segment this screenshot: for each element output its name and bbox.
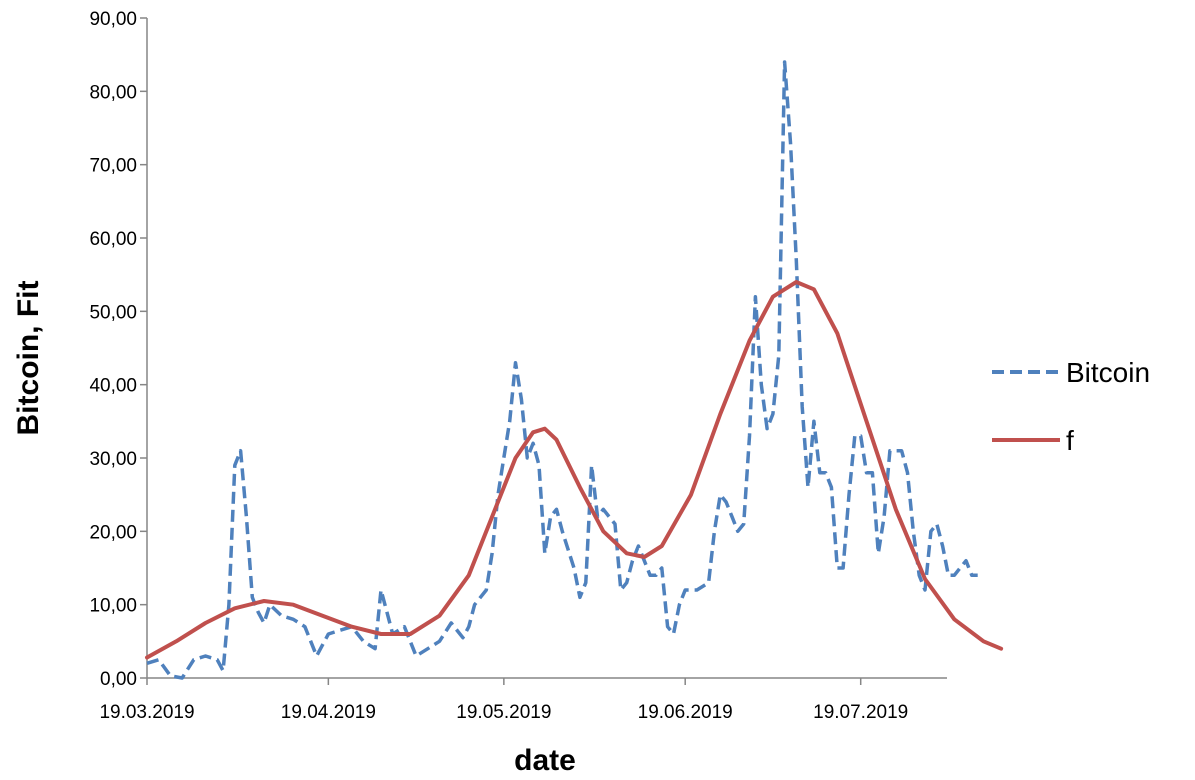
- x-tick-label: 19.05.2019: [456, 702, 551, 723]
- series-line-f: [145, 280, 1004, 660]
- x-axis-title: date: [514, 744, 576, 777]
- plot-area: 0,00 10,00 20,00 30,00 40,00 50,00 60,00 70,00 8…: [89, 9, 1004, 723]
- y-tick-label: 80,00: [89, 82, 137, 103]
- x-tick-label: 19.06.2019: [638, 702, 733, 723]
- series-layer: [145, 60, 1004, 680]
- y-ticks: 0,00 10,00 20,00 30,00 40,00 50,00 60,00 70,00 8…: [89, 9, 147, 690]
- y-tick-label: 90,00: [89, 9, 137, 30]
- x-tick-label: 19.07.2019: [813, 702, 908, 723]
- legend-label-f: f: [1066, 425, 1074, 456]
- y-tick-label: 0,00: [100, 669, 137, 690]
- y-tick-label: 50,00: [89, 302, 137, 323]
- y-tick-label: 70,00: [89, 156, 137, 177]
- y-tick-label: 10,00: [89, 596, 137, 617]
- x-tick-label: 19.03.2019: [99, 702, 194, 723]
- y-tick-label: 40,00: [89, 376, 137, 397]
- y-tick-label: 60,00: [89, 229, 137, 250]
- legend-label-bitcoin: Bitcoin: [1066, 357, 1150, 388]
- x-tick-label: 19.04.2019: [281, 702, 376, 723]
- y-tick-label: 30,00: [89, 449, 137, 470]
- y-tick-label: 20,00: [89, 522, 137, 543]
- y-axis-title: Bitcoin, Fit: [12, 281, 45, 436]
- legend: Bitcoin f: [992, 357, 1150, 456]
- x-ticks: 19.03.2019 19.04.2019 19.05.2019 19.06.2019…: [99, 678, 908, 723]
- series-line-bitcoin: [146, 60, 978, 680]
